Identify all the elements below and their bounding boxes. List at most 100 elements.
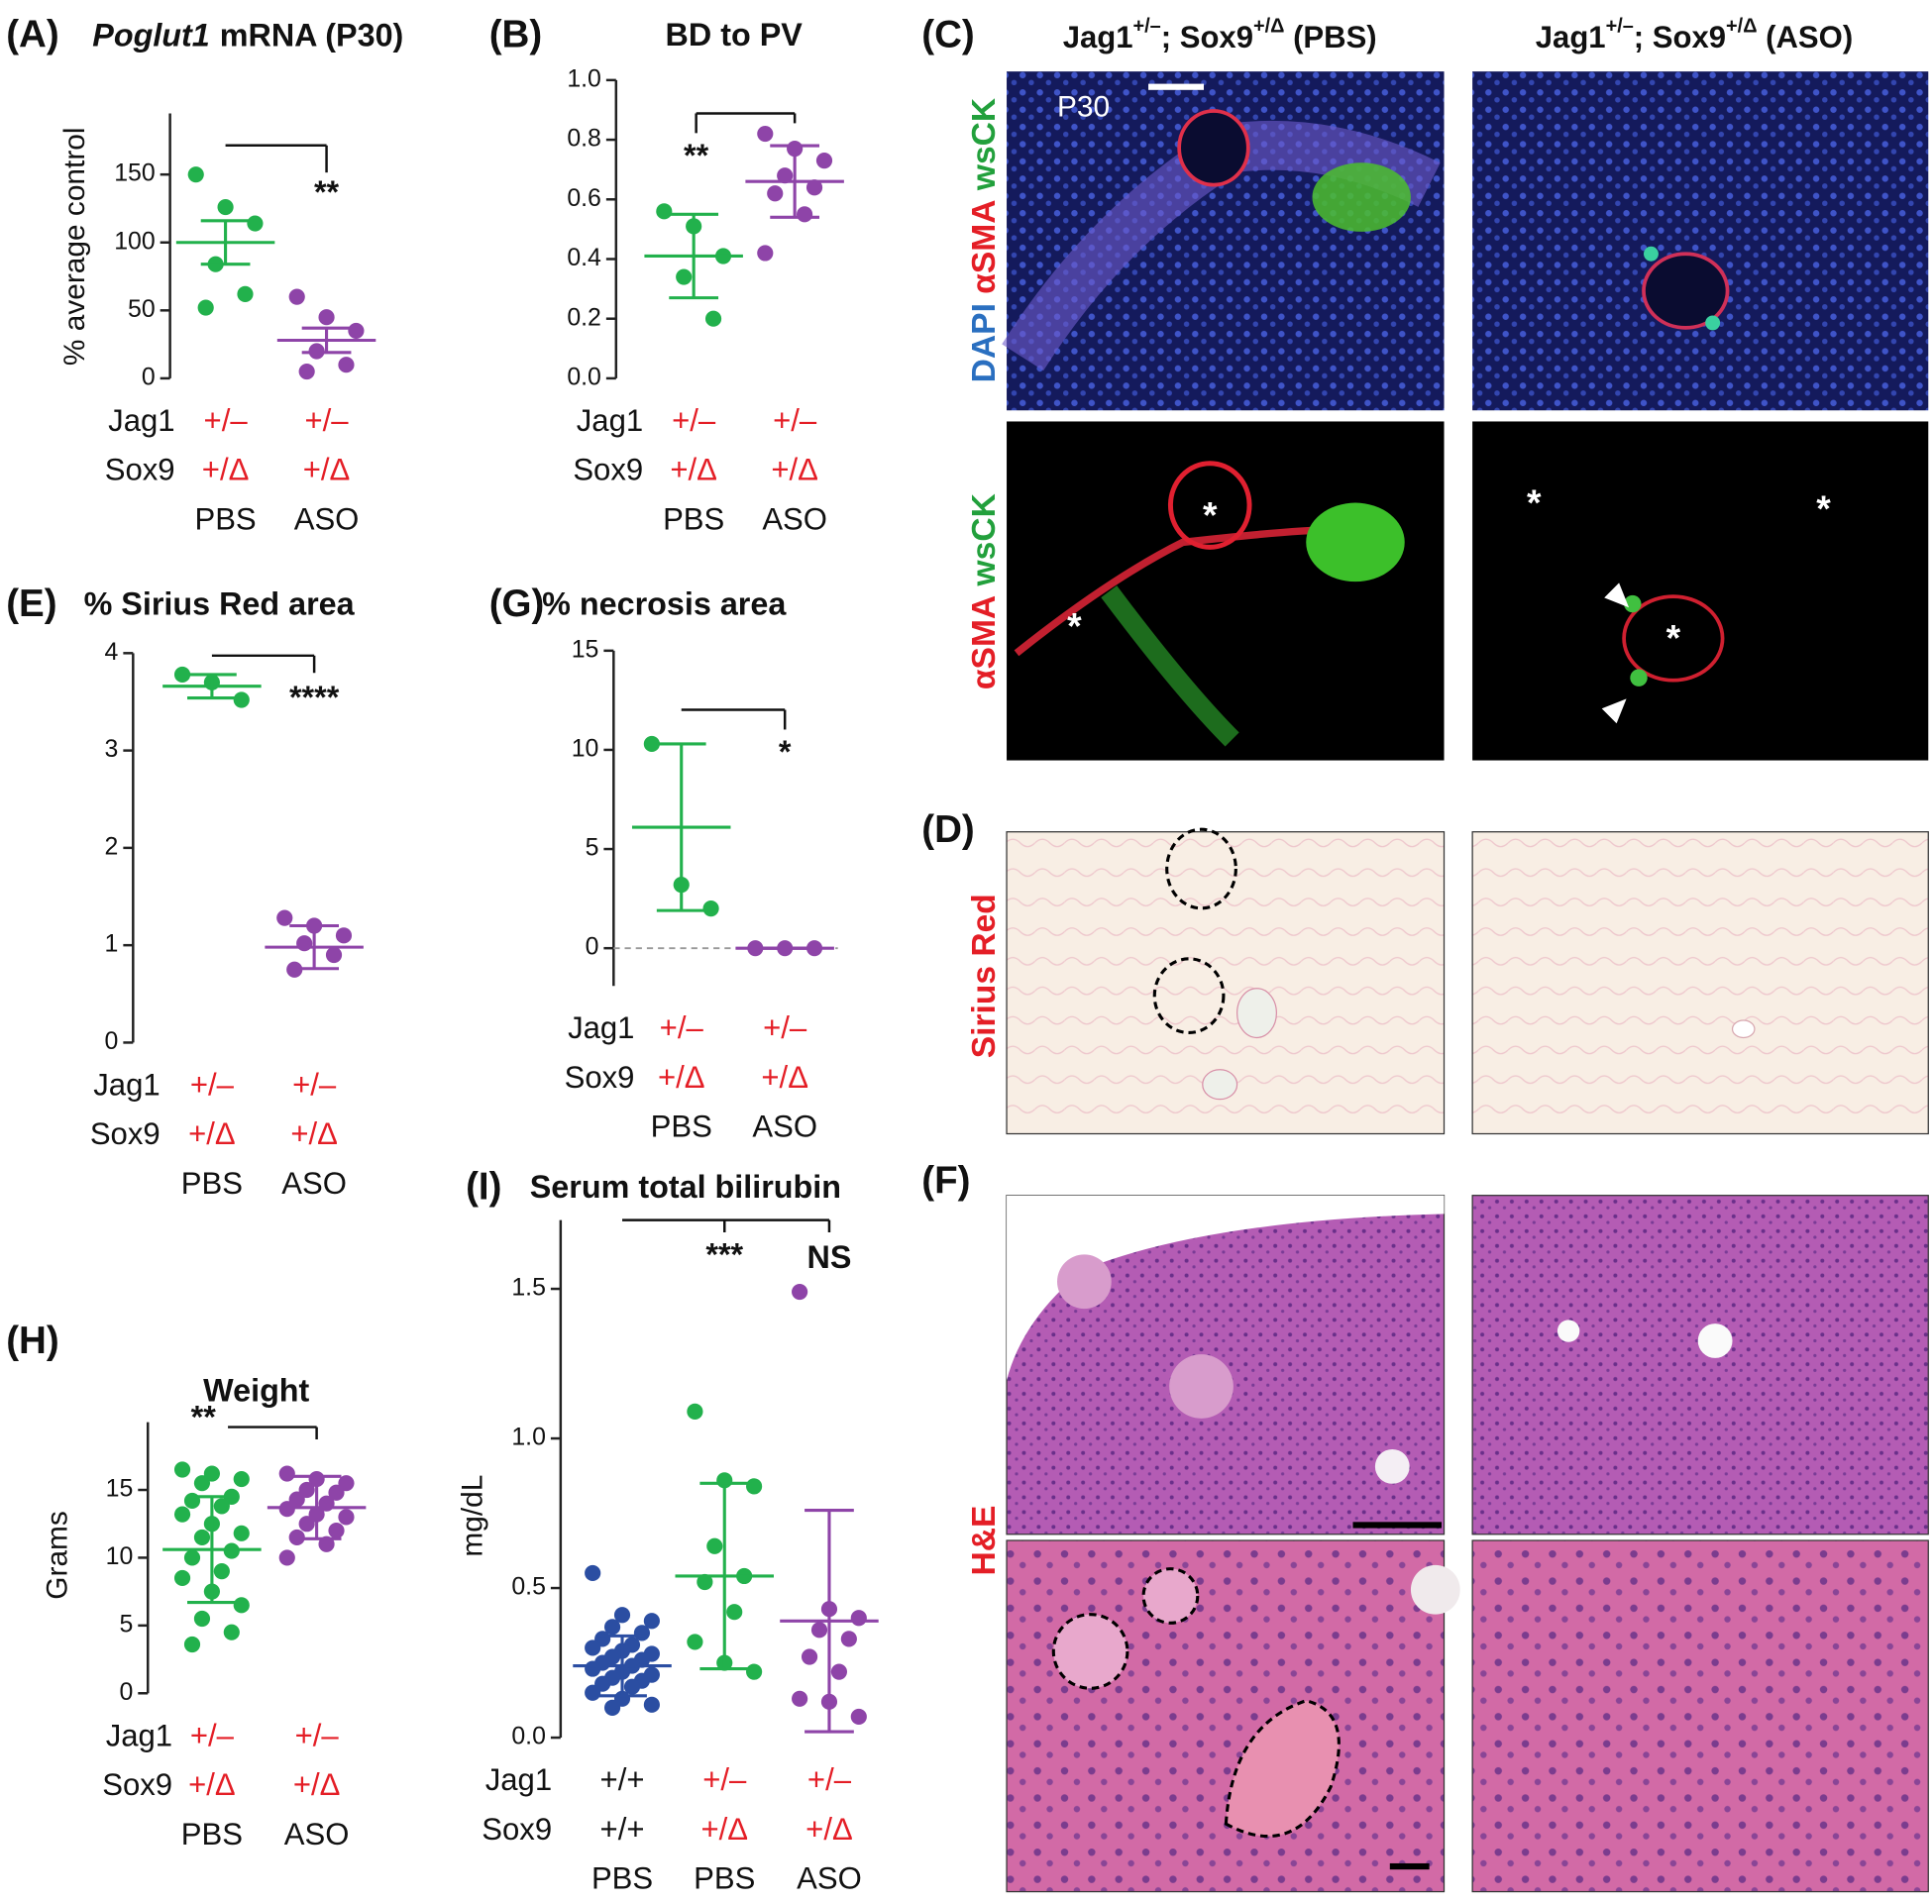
- data-point: [656, 203, 673, 220]
- row-label: Sox9: [102, 1767, 172, 1802]
- data-point: [296, 935, 313, 952]
- y-tick-label: 0.8: [567, 125, 601, 153]
- header-part: ; Sox9: [1634, 20, 1726, 54]
- group-label: +/Δ: [202, 453, 250, 487]
- data-point: [704, 310, 722, 327]
- data-point: [726, 1604, 743, 1621]
- data-point: [643, 735, 660, 753]
- group-label: +/Δ: [670, 453, 717, 487]
- row-label: Jag1: [577, 403, 643, 438]
- data-point: [840, 1631, 857, 1647]
- data-point: [810, 1622, 828, 1639]
- data-point: [585, 1660, 601, 1677]
- data-point: [585, 1564, 601, 1582]
- data-point: [335, 927, 353, 944]
- group-label: +/–: [204, 403, 249, 438]
- data-point: [173, 1461, 191, 1478]
- data-point: [187, 166, 204, 183]
- image: [1006, 1539, 1446, 1893]
- group-label: +/Δ: [761, 1060, 808, 1095]
- data-point: [585, 1684, 601, 1701]
- data-point: [318, 309, 335, 326]
- group-label: PBS: [181, 1817, 243, 1851]
- group-label: PBS: [591, 1861, 653, 1896]
- fluorescence-image: [1007, 421, 1445, 761]
- group-label: PBS: [663, 501, 724, 536]
- group-label: PBS: [194, 501, 256, 536]
- data-point: [801, 1648, 818, 1665]
- significance: *: [779, 734, 792, 770]
- data-point: [697, 1573, 713, 1591]
- group-label: +/–: [702, 1762, 747, 1797]
- group-label: PBS: [181, 1166, 243, 1201]
- row-label: Sox9: [565, 1060, 635, 1095]
- significance: **: [684, 138, 709, 173]
- data-point: [613, 1607, 631, 1624]
- header-part: +/Δ: [1726, 16, 1757, 38]
- data-point: [213, 1498, 230, 1515]
- y-axis-label: mg/dL: [457, 1475, 489, 1557]
- significance: **: [191, 1400, 217, 1435]
- data-point: [278, 1465, 295, 1482]
- row-label: Sox9: [573, 453, 643, 487]
- image: [1471, 831, 1929, 1135]
- data-point: [298, 1516, 315, 1533]
- y-tick-label: 5: [586, 834, 599, 862]
- panel-label: (F): [921, 1159, 970, 1202]
- chart-title: Weight: [203, 1372, 309, 1408]
- group-label: +/Δ: [188, 1767, 236, 1802]
- group-label: +/Δ: [771, 453, 818, 487]
- group-label: +/Δ: [658, 1060, 705, 1095]
- group-label: +/–: [295, 1718, 340, 1752]
- y-tick-label: 0: [119, 1678, 133, 1706]
- stain-label: H&E: [966, 1506, 1003, 1576]
- data-point: [183, 1549, 201, 1566]
- group-label: +/–: [292, 1067, 337, 1102]
- data-point: [298, 1481, 315, 1499]
- chart-title: % Sirius Red area: [84, 586, 356, 622]
- data-point: [850, 1708, 867, 1726]
- group-label: PBS: [651, 1110, 712, 1144]
- panel-label: (A): [6, 14, 59, 56]
- group-label: +/–: [672, 403, 716, 438]
- data-point: [746, 1478, 763, 1495]
- y-tick-label: 0: [142, 363, 156, 390]
- image: [1472, 421, 1929, 761]
- group-label: ASO: [762, 501, 827, 536]
- row-label: Sox9: [105, 453, 175, 487]
- histology-image: [1471, 831, 1929, 1135]
- stain: DAPI: [966, 303, 1003, 382]
- y-tick-label: 0.5: [511, 1573, 546, 1601]
- y-tick-label: 0.0: [511, 1723, 546, 1750]
- group-label: +/–: [190, 1718, 235, 1752]
- image: [1007, 421, 1445, 761]
- panel-label: (H): [6, 1320, 59, 1362]
- panel-label: (B): [489, 14, 543, 56]
- data-point: [193, 1529, 211, 1545]
- y-tick-label: 0.6: [567, 184, 601, 212]
- data-point: [687, 1403, 703, 1420]
- group-label: +/–: [660, 1010, 704, 1045]
- y-tick-label: 0.0: [567, 363, 601, 390]
- data-point: [193, 1610, 211, 1628]
- data-point: [757, 125, 774, 143]
- panel-label: (C): [921, 14, 975, 56]
- significance: NS: [807, 1239, 852, 1275]
- fluorescence-image: [1472, 71, 1929, 411]
- group-label: +/Δ: [290, 1116, 338, 1151]
- y-tick-label: 0.2: [567, 303, 601, 331]
- significance: **: [314, 174, 340, 210]
- data-point: [288, 288, 305, 305]
- significance: ****: [289, 680, 340, 715]
- data-point: [233, 1470, 250, 1488]
- image: [1471, 1195, 1929, 1535]
- y-axis-label: Grams: [42, 1511, 74, 1600]
- group-label: +/Δ: [303, 453, 351, 487]
- y-tick-label: 0: [105, 1027, 119, 1055]
- stain-label: αSMA wsCK: [966, 493, 1003, 689]
- marker: *: [1203, 493, 1218, 535]
- data-point: [757, 245, 774, 262]
- group-label: +/Δ: [805, 1812, 853, 1847]
- y-tick-label: 15: [106, 1475, 134, 1503]
- significance: ***: [705, 1236, 743, 1272]
